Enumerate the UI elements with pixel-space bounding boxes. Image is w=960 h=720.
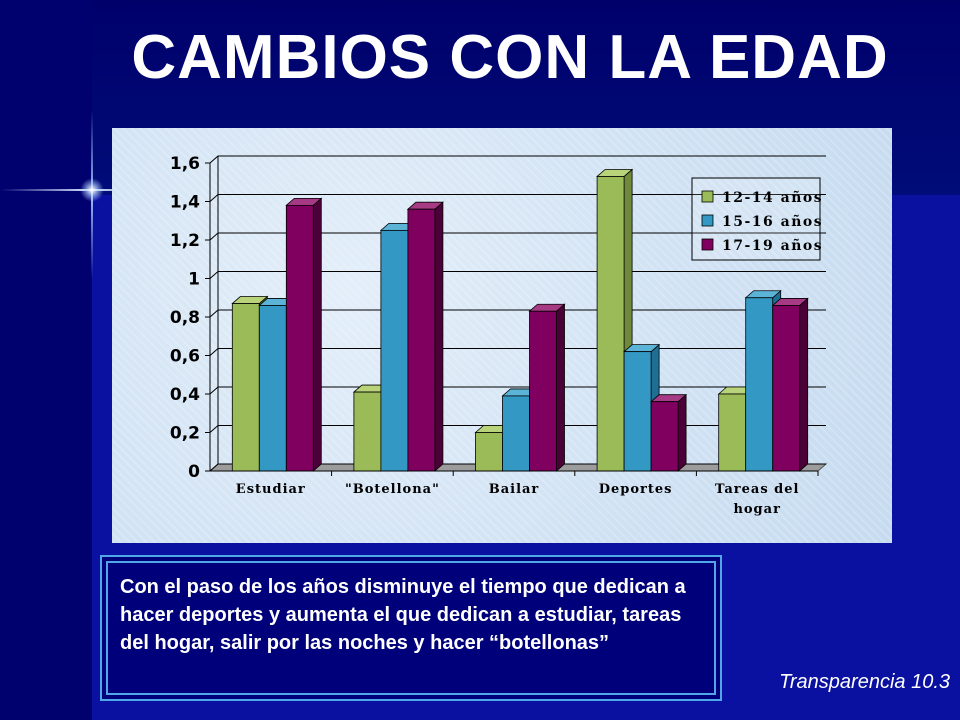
legend-label: 17-19 años (722, 237, 823, 254)
bar-side (312, 197, 322, 472)
bar (650, 401, 679, 472)
x-category-label: Tareas del (715, 482, 800, 497)
legend-label: 15-16 años (722, 213, 823, 230)
legend-swatch (701, 238, 714, 251)
y-tick-label: 1 (188, 270, 200, 290)
y-tick-label: 1,4 (170, 193, 200, 213)
y-tick-label: 0,6 (170, 347, 200, 367)
bar (285, 204, 314, 472)
slide-title: CAMBIOS CON LA EDAD (131, 23, 889, 92)
bar-side (434, 201, 444, 472)
bar (772, 305, 801, 472)
bar-side (677, 393, 687, 472)
bar-side (799, 297, 809, 472)
legend-swatch (701, 190, 714, 203)
x-category-label: "Botellona" (345, 482, 440, 497)
slide-footer: Transparencia 10.3 (779, 671, 950, 693)
bar (475, 432, 503, 472)
bar (529, 310, 557, 472)
x-category-label: Deportes (599, 482, 673, 497)
bar (407, 208, 436, 472)
bar (231, 303, 260, 472)
gridline (209, 155, 826, 164)
bar (258, 305, 287, 472)
bar (380, 229, 409, 472)
y-tick-label: 1,6 (170, 154, 200, 174)
bar (623, 351, 652, 472)
y-tick-label: 0,8 (170, 308, 200, 328)
caption-text: Con el paso de los años disminuye el tie… (106, 561, 716, 695)
bar (502, 395, 530, 472)
x-category-label: hogar (733, 502, 781, 517)
background-left-band (0, 0, 92, 720)
y-tick-label: 0,4 (170, 385, 200, 405)
y-tick-label: 0,2 (170, 424, 200, 444)
bar-chart: 0 0,2 0,4 0,6 0,8 1 1,2 1,4 1,6 Estudiar "Botellon… (170, 154, 828, 517)
x-category-label: Estudiar (236, 482, 306, 497)
y-tick-label: 1,2 (170, 231, 200, 251)
bar (353, 391, 382, 472)
legend-label: 12-14 años (722, 189, 823, 206)
legend-swatch (701, 214, 714, 227)
bar-side (556, 303, 565, 472)
y-tick-label: 0 (188, 462, 200, 482)
bar (745, 297, 774, 472)
light-flare-icon (80, 178, 104, 202)
bar (718, 393, 747, 472)
bar (596, 176, 625, 472)
x-category-label: Bailar (489, 482, 540, 497)
chart-panel: 0 0,2 0,4 0,6 0,8 1 1,2 1,4 1,6 Estudiar "Botellon… (112, 128, 892, 543)
caption-box: Con el paso de los años disminuye el tie… (100, 555, 722, 701)
